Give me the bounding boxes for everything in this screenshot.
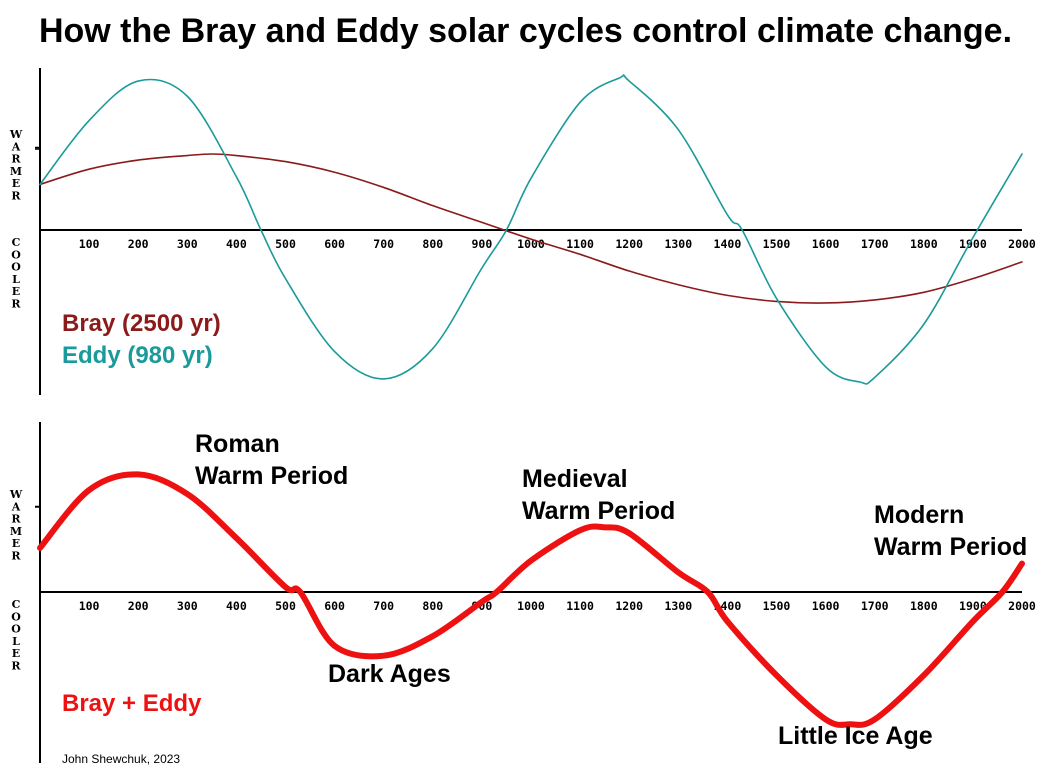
x-tick-label-1800: 1800	[910, 237, 938, 251]
annotation-line: Modern	[874, 501, 964, 529]
annotation-line: Warm Period	[195, 462, 348, 490]
x-tick-label-2000: 2000	[1008, 237, 1036, 251]
x-tick-label-900: 900	[472, 237, 493, 251]
x-tick-label-200: 200	[128, 237, 149, 251]
y-label-letter: C	[12, 236, 21, 249]
credit-text: John Shewchuk, 2023	[62, 752, 180, 766]
y-label-letter: O	[11, 623, 21, 636]
y-label-letter: R	[11, 298, 21, 311]
x-tick-label-1600: 1600	[812, 599, 840, 613]
y-label-letter: O	[11, 248, 21, 261]
x-tick-label-100: 100	[79, 237, 100, 251]
legend-bray-eddy: Bray + Eddy	[62, 690, 202, 717]
x-tick-label-600: 600	[324, 599, 345, 613]
x-tick-label-700: 700	[373, 237, 394, 251]
top-panel: 100 200 300 400 500 600 700 800 900 1000 1100 1200 1…	[9, 68, 1036, 395]
y-label-letter: O	[11, 610, 21, 623]
y-label-letter: L	[12, 273, 20, 286]
y-label-letter: R	[11, 513, 21, 526]
x-tick-label-1700: 1700	[861, 599, 889, 613]
annotation-line: Medieval	[522, 465, 628, 493]
x-tick-label-1200: 1200	[615, 237, 643, 251]
y-label-letter: C	[12, 598, 21, 611]
x-tick-label-700: 700	[373, 599, 394, 613]
legend-bray-2500-yr: Bray (2500 yr)	[62, 310, 221, 337]
x-tick-label-1200: 1200	[615, 599, 643, 613]
y-label-letter: L	[12, 635, 20, 648]
x-tick-label-400: 400	[226, 599, 247, 613]
annotation-line: Dark Ages	[328, 660, 451, 688]
x-tick-label-1500: 1500	[763, 237, 791, 251]
x-tick-label-1600: 1600	[812, 237, 840, 251]
x-tick-label-300: 300	[177, 599, 198, 613]
series-line-bray-eddy	[37, 471, 1025, 728]
legend-eddy-980-yr: Eddy (980 yr)	[62, 342, 213, 369]
x-tick-label-1100: 1100	[566, 237, 594, 251]
bottom-panel: 100 200 300 400 500 600 700 800 900 1000 1100 1200 1…	[9, 422, 1036, 763]
y-label-letter: W	[9, 488, 23, 501]
annotation-line: Roman	[195, 430, 280, 458]
y-label-letter: R	[11, 660, 21, 673]
x-tick-label-1500: 1500	[763, 599, 791, 613]
x-tick-label-800: 800	[422, 599, 443, 613]
x-tick-label-1100: 1100	[566, 599, 594, 613]
x-tick-label-1800: 1800	[910, 599, 938, 613]
y-label-letter: R	[11, 190, 21, 203]
y-label-letter: A	[11, 500, 21, 513]
y-label-letter: E	[12, 537, 20, 550]
series-line-bray-2500-yr	[39, 153, 1023, 304]
y-label-letter: W	[9, 128, 23, 141]
x-tick-label-1300: 1300	[664, 237, 692, 251]
y-label-letter: R	[11, 550, 21, 563]
y-label-letter: R	[11, 153, 21, 166]
y-label-letter: A	[11, 140, 21, 153]
annotation-little-ice-age: Little Ice Age	[778, 722, 933, 750]
x-tick-label-1900: 1900	[959, 599, 987, 613]
x-tick-label-100: 100	[79, 599, 100, 613]
chart-title: How the Bray and Eddy solar cycles contr…	[38, 12, 1013, 50]
x-tick-label-800: 800	[422, 237, 443, 251]
y-label-letter: E	[12, 285, 20, 298]
x-tick-label-1300: 1300	[664, 599, 692, 613]
x-tick-label-2000: 2000	[1008, 599, 1036, 613]
x-tick-label-300: 300	[177, 237, 198, 251]
x-tick-label-1700: 1700	[861, 237, 889, 251]
y-label-letter: E	[12, 177, 20, 190]
x-tick-label-1400: 1400	[714, 237, 742, 251]
annotation-dark-ages: Dark Ages	[328, 660, 451, 688]
y-label-letter: E	[12, 647, 20, 660]
x-tick-label-500: 500	[275, 599, 296, 613]
series-line-eddy-980-yr	[39, 74, 1023, 385]
x-tick-label-600: 600	[324, 237, 345, 251]
x-tick-label-1000: 1000	[517, 599, 545, 613]
x-tick-label-400: 400	[226, 237, 247, 251]
x-tick-label-500: 500	[275, 237, 296, 251]
x-tick-label-200: 200	[128, 599, 149, 613]
annotation-line: Warm Period	[522, 497, 675, 525]
x-tick-label-1900: 1900	[959, 237, 987, 251]
annotation-modern-warm-period: Modern Warm Period	[874, 501, 1027, 561]
y-label-letter: M	[10, 165, 22, 178]
y-label-letter: O	[11, 261, 21, 274]
annotation-roman-warm-period: Roman Warm Period	[195, 430, 348, 490]
y-label-letter: M	[10, 525, 22, 538]
annotation-line: Little Ice Age	[778, 722, 933, 750]
annotation-medieval-warm-period: Medieval Warm Period	[522, 465, 675, 525]
annotation-line: Warm Period	[874, 533, 1027, 561]
